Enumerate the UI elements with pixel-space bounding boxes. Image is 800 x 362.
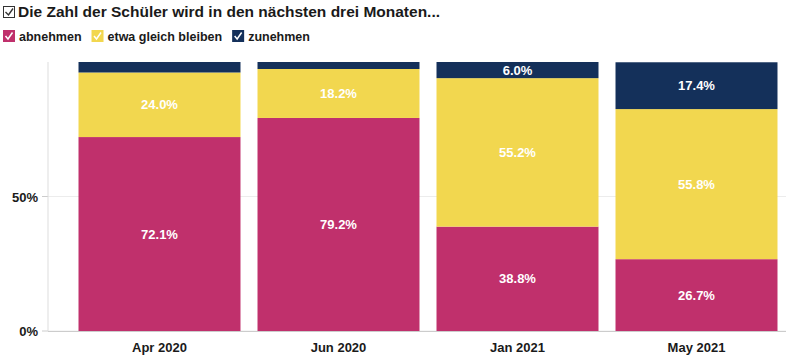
y-axis-line [48, 62, 49, 331]
data-label: 79.2% [320, 217, 357, 232]
title: Die Zahl der Schüler wird in den nächste… [18, 3, 440, 20]
bar-segment[interactable] [437, 227, 599, 331]
legend-item[interactable]: zunehmen [232, 30, 310, 44]
bar-segment[interactable] [616, 62, 778, 109]
legend-label[interactable]: abnehmen [19, 30, 82, 44]
bar-segment[interactable] [437, 62, 599, 78]
bar-segment[interactable] [437, 78, 599, 226]
bar-segment[interactable] [616, 109, 778, 259]
data-label: 72.1% [141, 227, 178, 242]
title-checkbox [4, 7, 15, 18]
legend-label[interactable]: zunehmen [248, 30, 310, 44]
data-label: 18.2% [320, 86, 357, 101]
chart: Die Zahl der Schüler wird in den nächste… [0, 0, 800, 362]
legend-item[interactable]: abnehmen [3, 30, 82, 44]
bar-segment[interactable] [79, 62, 241, 72]
x-axis-line [48, 331, 786, 332]
legend-item[interactable]: etwa gleich bleiben [92, 30, 223, 44]
data-label: 6.0% [503, 63, 533, 78]
category-label: Apr 2020 [132, 340, 187, 355]
data-label: 55.8% [678, 177, 715, 192]
category-label: Jan 2021 [490, 340, 545, 355]
bar-segment[interactable] [258, 118, 420, 331]
data-label: 26.7% [678, 288, 715, 303]
data-label: 17.4% [678, 78, 715, 93]
tick-mark [42, 331, 48, 332]
bar-segment[interactable] [258, 69, 420, 118]
category-label: May 2021 [668, 340, 726, 355]
legend-swatch[interactable] [92, 30, 104, 42]
tick-mark [42, 196, 48, 197]
bar-segment[interactable] [258, 62, 420, 69]
bar-segment[interactable] [79, 72, 241, 137]
bars [79, 62, 778, 331]
legend-swatch[interactable] [232, 30, 244, 42]
bar-segment[interactable] [79, 137, 241, 331]
data-label: 55.2% [499, 145, 536, 160]
tick-label: 50% [12, 190, 38, 205]
data-label: 24.0% [141, 97, 178, 112]
legend-label[interactable]: etwa gleich bleiben [108, 30, 223, 44]
data-label: 38.8% [499, 271, 536, 286]
category-label: Jun 2020 [311, 340, 367, 355]
tick-label: 0% [19, 324, 38, 339]
chart-container: Die Zahl der Schüler wird in den nächste… [0, 0, 800, 362]
bar-segment[interactable] [616, 259, 778, 331]
legend-swatch[interactable] [3, 30, 15, 42]
